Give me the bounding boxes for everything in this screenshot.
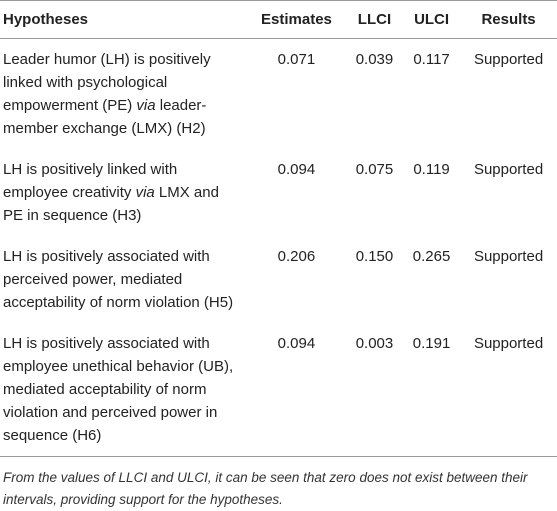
text-segment: LH is positively associated with perceiv…	[3, 248, 234, 311]
text-segment: LH is positively linked with employee cr…	[3, 161, 178, 201]
text-segment: leader-member exchange (LMX) (H2)	[3, 97, 207, 137]
table-cell: 0.150	[355, 248, 394, 265]
column-header: Estimates	[247, 0, 346, 39]
table-row: LH is positively associated with employe…	[0, 323, 557, 457]
column-header: Results	[460, 0, 557, 39]
column-header: LLCI	[345, 0, 404, 39]
text-segment: via	[135, 184, 155, 201]
column-header: Hypotheses	[0, 0, 247, 39]
table-cell: 0.265	[412, 248, 451, 265]
results-table: Hypotheses Estimates LLCI ULCI Results Leade…	[0, 0, 557, 457]
table-cell: Supported	[460, 323, 557, 457]
hypothesis-cell: LH is positively linked with employee cr…	[0, 149, 247, 236]
text-segment: LMX and PE in sequence (H3)	[3, 184, 219, 224]
table-cell: 0.071	[277, 51, 316, 68]
table-cell: Supported	[473, 161, 544, 178]
table-row: LH is positively associated with perceiv…	[0, 236, 557, 323]
text-segment: Leader humor (LH) is positively linked w…	[3, 51, 211, 114]
table-cell: 0.119	[413, 161, 450, 178]
table-row: Leader humor (LH) is positively linked w…	[0, 39, 557, 150]
footnote: From the values of LLCI and ULCI, it can…	[3, 470, 528, 507]
table-cell: 0.003	[345, 323, 404, 457]
table-cell: 0.191	[403, 323, 461, 457]
table-cell: 0.094	[247, 323, 346, 457]
text-segment: via	[136, 97, 156, 114]
table-cell: 0.117	[413, 51, 450, 68]
table-cell: 0.075	[355, 161, 394, 178]
table-cell: 0.206	[277, 248, 316, 265]
table-cell: Supported	[473, 51, 544, 68]
hypothesis-cell: LH is positively associated with perceiv…	[0, 236, 247, 323]
text-segment: LH is positively associated with employe…	[3, 335, 234, 444]
hypothesis-cell: LH is positively associated with employe…	[0, 323, 247, 457]
column-header: ULCI	[403, 0, 461, 39]
header-row: Hypotheses Estimates LLCI ULCI Results	[0, 0, 557, 39]
table-cell: 0.039	[355, 51, 394, 68]
table-cell: Supported	[473, 248, 544, 265]
hypothesis-cell: Leader humor (LH) is positively linked w…	[0, 39, 247, 150]
table-row: LH is positively linked with employee cr…	[0, 149, 557, 236]
table-cell: 0.094	[277, 161, 316, 178]
